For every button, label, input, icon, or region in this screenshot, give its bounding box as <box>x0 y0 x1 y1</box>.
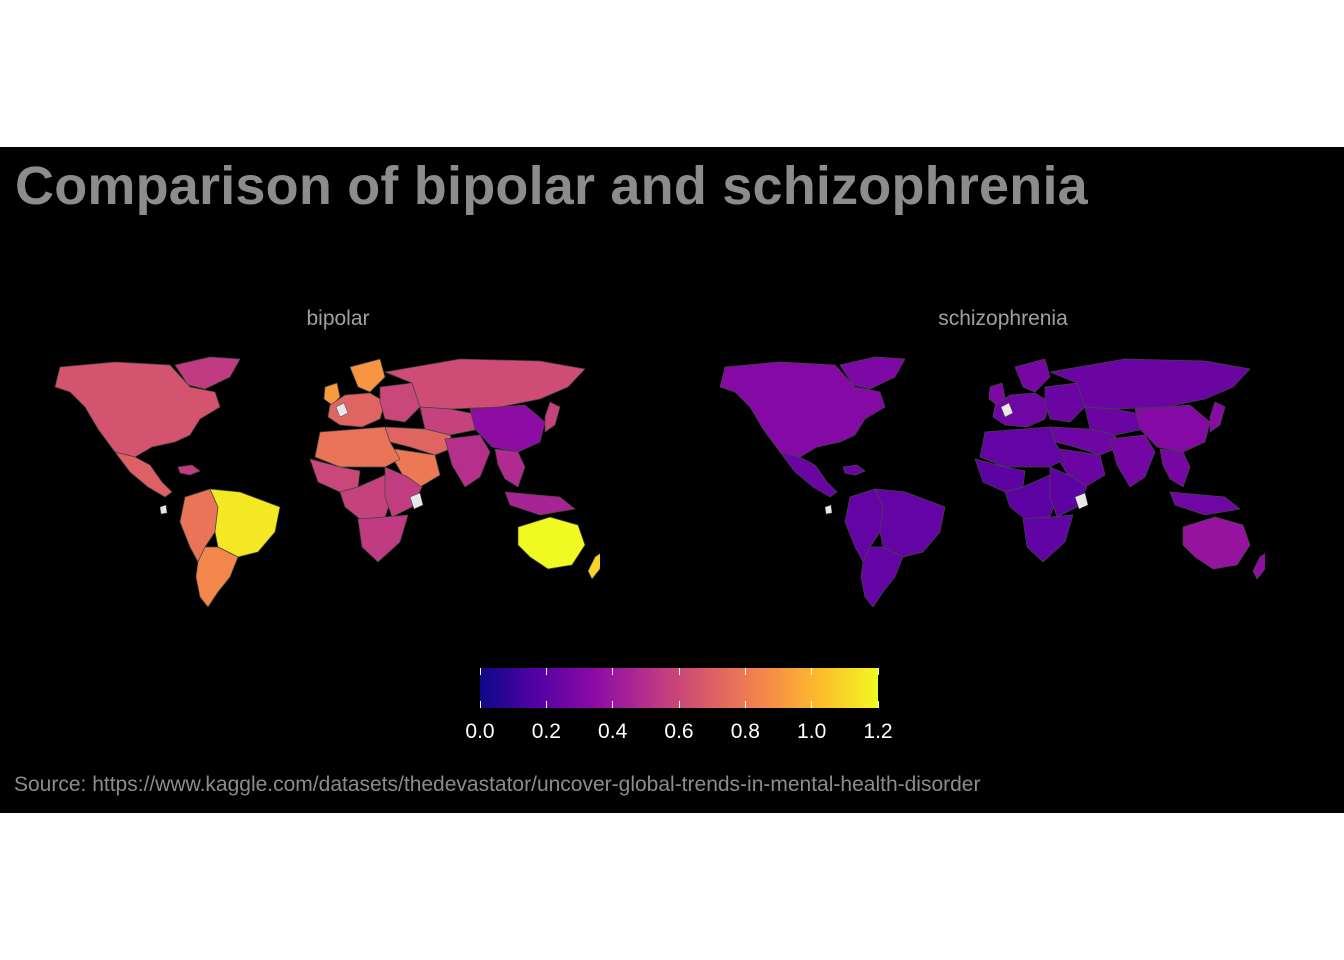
region-australia <box>517 516 586 570</box>
region-north-america <box>54 361 221 458</box>
region-middle-east <box>1049 426 1121 456</box>
colorbar-tick <box>744 701 746 708</box>
region-china <box>469 404 546 453</box>
region-argentina-chile <box>860 546 904 608</box>
region-indonesia <box>504 491 576 516</box>
region-western-europe <box>327 392 386 428</box>
region-north-america <box>719 361 886 458</box>
region-australia <box>1182 516 1251 570</box>
region-russia <box>1049 358 1251 410</box>
region-central-america <box>114 451 173 498</box>
colorbar-legend <box>479 668 879 708</box>
colorbar-tick <box>678 668 680 675</box>
region-missing-data <box>159 504 168 515</box>
region-missing-data <box>1000 402 1014 418</box>
region-missing-data <box>335 402 349 418</box>
colorbar-tick <box>744 668 746 675</box>
region-missing-data <box>1074 492 1089 510</box>
region-china <box>1134 404 1211 453</box>
region-scandinavia <box>349 358 386 393</box>
region-brazil <box>209 488 281 558</box>
region-argentina-chile <box>195 546 239 608</box>
region-new-zealand <box>587 552 600 580</box>
colorbar-tick-label: 0.6 <box>664 720 694 743</box>
region-middle-east <box>384 426 456 456</box>
colorbar-tick <box>479 668 481 675</box>
plot-panel: Comparison of bipolar and schizophrenia … <box>0 147 1344 813</box>
colorbar-tick <box>479 701 481 708</box>
world-map-schizophrenia <box>719 356 1265 608</box>
region-japan <box>1209 401 1226 433</box>
region-indonesia <box>1169 491 1241 516</box>
region-russia <box>384 358 586 410</box>
region-japan <box>544 401 561 433</box>
region-central-america <box>779 451 838 498</box>
region-southeast-asia <box>1159 448 1191 488</box>
colorbar-tick <box>877 668 879 675</box>
colorbar-tick <box>811 701 813 708</box>
facet-label-bipolar: bipolar <box>306 307 370 330</box>
region-western-europe <box>992 392 1051 428</box>
region-north-africa <box>979 426 1066 468</box>
source-caption: Source: https://www.kaggle.com/datasets/… <box>14 773 981 796</box>
region-southern-africa <box>1022 514 1074 563</box>
colorbar-tick <box>545 701 547 708</box>
region-southern-africa <box>357 514 409 563</box>
region-south-asia <box>444 434 491 488</box>
region-scandinavia <box>1014 358 1051 393</box>
region-brazil <box>874 488 946 558</box>
colorbar-tick-label: 0.8 <box>730 720 760 743</box>
chart-title: Comparison of bipolar and schizophrenia <box>15 156 1088 216</box>
colorbar-tick-label: 0.2 <box>531 720 561 743</box>
region-missing-data <box>824 504 833 515</box>
colorbar-tick <box>811 668 813 675</box>
world-map-bipolar <box>54 356 600 608</box>
map-schizophrenia <box>705 347 1265 612</box>
colorbar-tick <box>612 668 614 675</box>
facet-label-schizophrenia: schizophrenia <box>938 307 1068 330</box>
colorbar-tick <box>545 668 547 675</box>
region-southeast-asia <box>494 448 526 488</box>
region-new-zealand <box>1252 552 1265 580</box>
colorbar-tick-label: 1.2 <box>863 720 893 743</box>
colorbar-tick-label: 0.4 <box>598 720 628 743</box>
region-missing-data <box>409 492 424 510</box>
colorbar-tick <box>877 701 879 708</box>
colorbar-tick-label: 1.0 <box>797 720 827 743</box>
region-caribbean <box>842 464 866 476</box>
colorbar-tick <box>612 701 614 708</box>
map-bipolar <box>40 347 600 612</box>
colorbar-tick-label: 0.0 <box>465 720 495 743</box>
colorbar-tick <box>678 701 680 708</box>
region-north-africa <box>314 426 401 468</box>
region-caribbean <box>177 464 201 476</box>
region-south-asia <box>1109 434 1156 488</box>
